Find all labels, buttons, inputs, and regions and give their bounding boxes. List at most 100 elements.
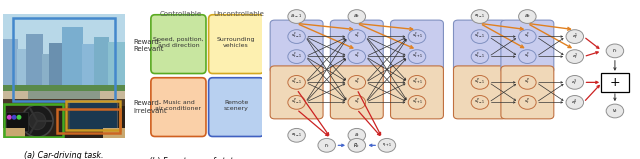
Bar [95,37,109,86]
FancyBboxPatch shape [209,15,264,73]
Bar [3,86,125,138]
FancyBboxPatch shape [28,85,100,104]
FancyBboxPatch shape [151,15,206,73]
Bar [6,112,28,131]
Bar [103,128,125,138]
Circle shape [17,115,22,120]
Circle shape [318,138,335,152]
Text: Remote
scenery: Remote scenery [224,100,248,111]
Circle shape [606,104,623,118]
Text: $s^c_{t-1}$: $s^c_{t-1}$ [291,52,302,61]
Bar [26,34,44,86]
Circle shape [348,138,365,152]
Bar [3,14,125,86]
Bar [3,128,25,138]
Text: $s^c_t$: $s^c_t$ [354,52,360,61]
Text: $s^c_{t+1}$: $s^c_{t+1}$ [412,52,422,61]
Circle shape [566,30,584,43]
FancyBboxPatch shape [330,20,383,73]
Text: $s^c_t$: $s^c_t$ [354,32,360,41]
Text: $s^c_t$: $s^c_t$ [524,52,531,61]
Circle shape [566,76,584,89]
Circle shape [348,96,365,109]
Text: +: + [609,76,620,89]
Text: $r_t$: $r_t$ [324,141,330,150]
FancyBboxPatch shape [151,78,206,136]
Text: $e^2_t$: $e^2_t$ [572,51,578,62]
Text: $e^1_t$: $e^1_t$ [572,31,578,42]
Circle shape [348,50,365,63]
Circle shape [408,50,426,63]
Bar [3,85,125,91]
Circle shape [518,50,536,63]
Circle shape [29,112,46,130]
Text: $s^e_t$: $s^e_t$ [524,98,531,107]
Circle shape [12,115,17,120]
Circle shape [471,96,489,109]
Text: $e^3_t$: $e^3_t$ [572,77,578,88]
Bar [49,43,64,86]
Text: $a_{t-1}$: $a_{t-1}$ [291,13,303,21]
Bar [3,39,18,86]
Circle shape [22,105,53,137]
FancyBboxPatch shape [390,66,444,119]
FancyBboxPatch shape [501,66,554,119]
Bar [42,54,52,86]
Text: Reward-
Irrelevant: Reward- Irrelevant [134,100,168,114]
Text: $s^c_{t-1}$: $s^c_{t-1}$ [474,32,485,41]
FancyBboxPatch shape [270,20,323,73]
Circle shape [348,76,365,89]
Circle shape [348,10,365,23]
Text: Speed, position,
and direction: Speed, position, and direction [153,37,204,48]
Text: (a) Car-driving task.: (a) Car-driving task. [24,151,104,159]
Circle shape [471,76,489,89]
Circle shape [408,76,426,89]
Text: $s^e_{t+1}$: $s^e_{t+1}$ [412,78,422,87]
Text: $v_t$: $v_t$ [612,107,618,115]
Circle shape [518,96,536,109]
Circle shape [518,30,536,43]
Circle shape [378,138,396,152]
Bar [17,49,28,86]
Text: $s^e_t$: $s^e_t$ [354,98,360,107]
Text: Controllable: Controllable [160,10,202,17]
Circle shape [348,30,365,43]
Text: $a_t$: $a_t$ [353,131,360,139]
Text: Surrounding
vehicles: Surrounding vehicles [217,37,255,48]
Bar [83,44,95,86]
FancyBboxPatch shape [69,102,118,130]
Circle shape [288,96,305,109]
Text: $a_t$: $a_t$ [353,13,360,21]
Text: Uncontrollable: Uncontrollable [213,10,264,17]
Text: $s^e_{t-1}$: $s^e_{t-1}$ [291,78,302,87]
Text: $s^c_{t-1}$: $s^c_{t-1}$ [291,32,302,41]
FancyBboxPatch shape [270,66,323,119]
Bar [3,99,125,106]
Text: $e^4_t$: $e^4_t$ [572,97,578,108]
Text: $a_{t-1}$: $a_{t-1}$ [474,13,486,20]
FancyBboxPatch shape [390,20,444,73]
Text: $s^e_{t-1}$: $s^e_{t-1}$ [474,78,485,87]
Text: $r_t$: $r_t$ [612,46,618,55]
Circle shape [518,76,536,89]
FancyBboxPatch shape [330,66,383,119]
Text: $s^e_{t-1}$: $s^e_{t-1}$ [474,98,485,107]
FancyBboxPatch shape [501,20,554,73]
Circle shape [7,115,12,120]
Text: $r_{t+1}$: $r_{t+1}$ [381,142,392,149]
Circle shape [348,128,365,142]
Text: $s^e_t$: $s^e_t$ [354,78,360,87]
Text: $s^e_{t-1}$: $s^e_{t-1}$ [291,98,302,107]
Circle shape [288,50,305,63]
FancyBboxPatch shape [209,78,264,136]
Bar [108,42,125,86]
FancyBboxPatch shape [601,73,628,92]
Circle shape [566,50,584,63]
Text: Reward-
Relevant: Reward- Relevant [134,39,164,52]
Text: $s^e_t$: $s^e_t$ [524,78,531,87]
Text: $s^e_{t+1}$: $s^e_{t+1}$ [412,98,422,107]
Text: $s^c_{t-1}$: $s^c_{t-1}$ [474,52,485,61]
Circle shape [288,76,305,89]
Text: (b) Four types of states.: (b) Four types of states. [149,157,244,159]
Circle shape [471,50,489,63]
